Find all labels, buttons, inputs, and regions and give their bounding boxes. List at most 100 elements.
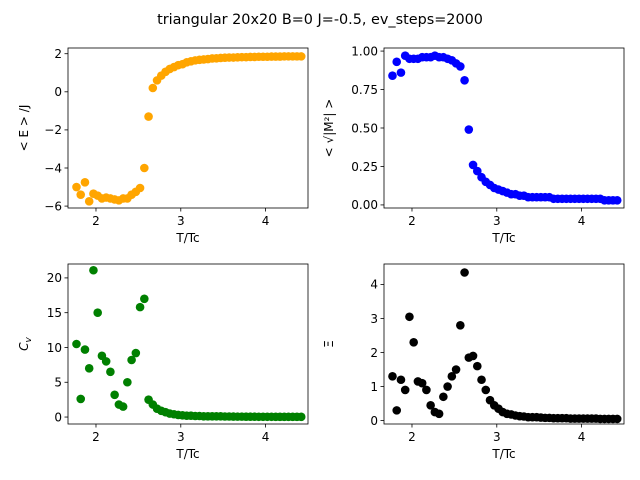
data-point: [80, 177, 90, 187]
specific-heat-series: [72, 265, 306, 422]
data-point: [405, 312, 414, 322]
y-axis-label: < √|M²| >: [322, 99, 336, 158]
data-point: [396, 375, 406, 385]
data-point: [468, 351, 478, 361]
data-point: [72, 182, 81, 192]
data-point: [388, 71, 397, 80]
data-point: [392, 57, 402, 67]
data-point: [477, 375, 486, 385]
data-point: [144, 112, 153, 121]
x-tick-label: 4: [262, 430, 270, 444]
data-point: [400, 385, 410, 395]
energy-subplot: 2 3 4 −6 −4 −2 0 2 T/Tc < E > /J: [17, 47, 309, 245]
y-tick-label: −4: [44, 161, 62, 175]
x-tick-label: 2: [92, 430, 100, 444]
data-point: [417, 378, 427, 388]
y-tick-label: 0: [54, 410, 62, 424]
y-tick-label: 2: [370, 346, 378, 360]
data-point: [135, 183, 145, 193]
data-point: [439, 392, 448, 402]
y-axis-label: Cv: [17, 336, 34, 350]
subplot-grid: 2 3 4 −6 −4 −2 0 2 T/Tc < E > /J 2 3 4 0.00 0.25 0.50 0.…: [17, 44, 625, 461]
y-tick-label: 0: [370, 414, 378, 428]
data-point: [131, 348, 141, 358]
energy-series: [72, 52, 306, 206]
x-tick-label: 3: [177, 430, 185, 444]
data-point: [140, 294, 149, 304]
energy-axes-frame: [67, 47, 309, 209]
x-tick-label: 3: [493, 214, 501, 228]
data-point: [80, 345, 90, 354]
susceptibility-subplot: 2 3 4 0 1 2 3 4 T/Tc Ξ: [322, 263, 625, 461]
y-tick-label: 0: [54, 85, 62, 99]
data-point: [84, 197, 94, 206]
data-point: [456, 320, 465, 330]
data-point: [123, 377, 132, 387]
y-tick-label: 1: [370, 380, 378, 394]
y-tick-label: 1.00: [351, 44, 378, 58]
data-point: [101, 357, 111, 366]
data-point: [460, 76, 469, 85]
data-point: [93, 308, 102, 318]
data-point: [89, 265, 98, 275]
x-tick-label: 4: [262, 214, 270, 228]
data-point: [447, 372, 457, 381]
data-point: [140, 163, 149, 173]
y-tick-label: 3: [370, 312, 378, 326]
x-axis-label: T/Tc: [175, 447, 199, 461]
data-point: [481, 385, 491, 395]
y-tick-label: 0.75: [351, 83, 378, 97]
y-tick-label: 15: [47, 306, 62, 320]
data-point: [106, 367, 115, 377]
magnetization-subplot: 2 3 4 0.00 0.25 0.50 0.75 1.00 T/Tc < √|M²| >: [322, 44, 625, 245]
y-tick-label: 0.25: [351, 160, 378, 174]
data-point: [460, 268, 469, 277]
y-tick-label: 4: [370, 278, 378, 292]
data-point: [464, 125, 474, 134]
data-point: [388, 372, 397, 381]
data-point: [434, 409, 444, 419]
y-tick-label: 0.00: [351, 198, 378, 212]
data-point: [76, 190, 86, 199]
x-tick-label: 4: [578, 430, 586, 444]
x-tick-label: 4: [578, 214, 586, 228]
data-point: [110, 390, 119, 400]
susceptibility-series: [388, 268, 622, 424]
x-tick-label: 2: [92, 214, 100, 228]
data-point: [472, 166, 482, 176]
data-point: [443, 382, 452, 391]
data-point: [296, 412, 306, 422]
y-tick-label: −6: [44, 199, 62, 213]
data-point: [472, 361, 482, 371]
data-point: [84, 364, 94, 373]
y-axis-label: < E > /J: [17, 105, 31, 152]
data-point: [296, 52, 306, 61]
data-point: [135, 302, 145, 312]
data-point: [127, 355, 136, 365]
y-axis-label: Ξ: [322, 340, 336, 348]
data-point: [426, 400, 435, 410]
x-axis-label: T/Tc: [175, 231, 199, 245]
data-point: [468, 160, 478, 170]
x-axis-label: T/Tc: [491, 447, 515, 461]
y-tick-label: 5: [54, 376, 62, 390]
data-point: [409, 338, 418, 347]
x-axis-label: T/Tc: [491, 231, 515, 245]
x-tick-label: 2: [408, 214, 416, 228]
data-point: [612, 414, 622, 424]
y-tick-label: 20: [47, 271, 62, 285]
x-tick-label: 3: [177, 214, 185, 228]
specific-heat-axes-frame: [67, 263, 309, 425]
data-point: [392, 406, 402, 415]
data-point: [422, 385, 431, 395]
magnetization-series: [388, 51, 622, 205]
data-point: [118, 402, 128, 411]
magnetization-axes-frame: [383, 47, 625, 209]
data-point: [612, 196, 622, 205]
data-point: [72, 339, 81, 349]
x-tick-label: 3: [493, 430, 501, 444]
y-tick-label: 2: [54, 47, 62, 61]
x-tick-label: 2: [408, 430, 416, 444]
data-point: [148, 83, 158, 93]
